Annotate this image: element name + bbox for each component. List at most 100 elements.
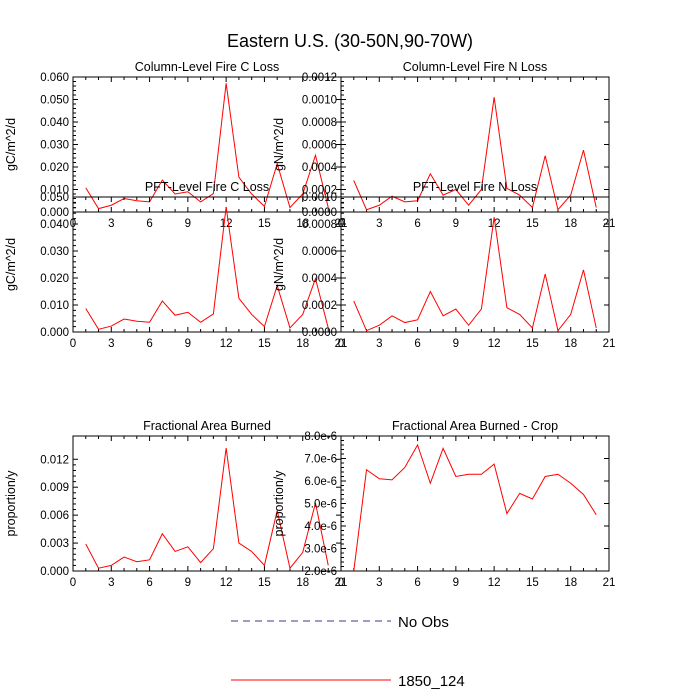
x-tick-label: 12 — [220, 218, 233, 230]
panel-title: Column-Level Fire C Loss — [135, 60, 280, 74]
y-tick-label: 2.0e-6 — [304, 566, 337, 578]
y-axis-label: proportion/y — [272, 470, 286, 537]
y-tick-label: 6.0e-6 — [304, 476, 337, 488]
y-tick-label: 0.0006 — [302, 140, 337, 152]
y-tick-label: 0.020 — [40, 273, 69, 285]
y-tick-label: 0.006 — [40, 510, 69, 522]
x-tick-label: 6 — [414, 218, 420, 230]
y-tick-label: 0.010 — [40, 185, 69, 197]
panel-title: Column-Level Fire N Loss — [403, 60, 548, 74]
x-tick-label: 3 — [376, 577, 382, 589]
x-tick-label: 0 — [338, 338, 344, 350]
panel-6: Fractional Area Burned - Crop proportion/… — [272, 419, 615, 589]
y-tick-label: 0.0004 — [302, 162, 338, 174]
x-tick-label: 9 — [453, 338, 459, 350]
series-line-1850_124 — [85, 206, 329, 330]
y-tick-label: 0.0008 — [302, 219, 337, 231]
x-tick-label: 3 — [376, 338, 382, 350]
x-tick-label: 18 — [564, 218, 577, 230]
panel-title: PFT-Level Fire C Loss — [145, 180, 269, 194]
panel-3: PFT-Level Fire C Loss gC/m^2/d 0 3 6 9 12 15 18 2… — [4, 180, 347, 350]
series-line-1850_124 — [85, 83, 329, 210]
panel-title: Fractional Area Burned - Crop — [392, 419, 558, 433]
x-tick-label: 18 — [296, 218, 309, 230]
y-tick-label: 0.0004 — [302, 273, 338, 285]
legend: No Obs 1850_124 — [231, 614, 465, 690]
y-axis-label: proportion/y — [4, 470, 18, 537]
panel-4: PFT-Level Fire N Loss gN/m^2/d 0 3 6 9 12 15 18 2… — [272, 180, 615, 350]
y-tick-label: 0.0002 — [302, 300, 337, 312]
y-tick-label: 0.000 — [40, 566, 69, 578]
y-tick-label: 0.000 — [40, 327, 69, 339]
y-tick-label: 0.050 — [40, 95, 69, 107]
y-tick-label: 0.0006 — [302, 246, 337, 258]
x-tick-label: 9 — [453, 218, 459, 230]
series-line-1850_124 — [353, 217, 597, 332]
y-tick-label: 0.000 — [40, 207, 69, 219]
x-tick-label: 3 — [108, 577, 114, 589]
x-tick-label: 21 — [335, 577, 348, 589]
x-tick-label: 12 — [488, 577, 501, 589]
x-tick-label: 18 — [296, 338, 309, 350]
plot-frame — [340, 196, 610, 333]
x-tick-label: 12 — [220, 577, 233, 589]
y-tick-label: 0.060 — [40, 72, 69, 84]
panel-title: PFT-Level Fire N Loss — [413, 180, 537, 194]
y-tick-label: 0.030 — [40, 246, 69, 258]
y-tick-label: 0.050 — [40, 192, 69, 204]
y-tick-label: 0.0000 — [302, 327, 337, 339]
plot-frame — [340, 435, 610, 572]
x-tick-label: 6 — [146, 577, 152, 589]
y-tick-label: 0.0010 — [302, 192, 337, 204]
plot-frame — [72, 435, 342, 572]
x-tick-label: 0 — [338, 577, 344, 589]
y-tick-label: 0.0008 — [302, 117, 337, 129]
x-tick-label: 6 — [146, 338, 152, 350]
x-tick-label: 9 — [185, 218, 191, 230]
legend-noobs-label: No Obs — [398, 614, 449, 631]
y-tick-label: 0.040 — [40, 117, 69, 129]
y-axis-label: gN/m^2/d — [272, 238, 286, 291]
y-tick-label: 7.0e-6 — [304, 454, 337, 466]
y-tick-label: 8.0e-6 — [304, 431, 337, 443]
y-tick-label: 0.010 — [40, 300, 69, 312]
x-tick-label: 12 — [488, 338, 501, 350]
x-tick-label: 15 — [526, 577, 539, 589]
y-axis-label: gC/m^2/d — [4, 118, 18, 171]
x-tick-label: 3 — [108, 338, 114, 350]
y-tick-label: 5.0e-6 — [304, 499, 337, 511]
x-tick-label: 6 — [414, 338, 420, 350]
x-tick-label: 0 — [70, 338, 76, 350]
x-tick-label: 15 — [526, 218, 539, 230]
y-tick-label: 0.030 — [40, 140, 69, 152]
x-tick-label: 15 — [526, 338, 539, 350]
y-tick-label: 4.0e-6 — [304, 521, 337, 533]
x-tick-label: 0 — [70, 577, 76, 589]
x-tick-label: 15 — [258, 338, 271, 350]
x-tick-label: 15 — [258, 218, 271, 230]
y-tick-label: 0.0002 — [302, 185, 337, 197]
x-tick-label: 6 — [146, 218, 152, 230]
y-axis-label: gC/m^2/d — [4, 238, 18, 291]
y-tick-label: 3.0e-6 — [304, 544, 337, 556]
y-tick-label: 0.0010 — [302, 95, 337, 107]
x-tick-label: 3 — [376, 218, 382, 230]
y-tick-label: 0.009 — [40, 482, 69, 494]
x-tick-label: 18 — [296, 577, 309, 589]
x-tick-label: 9 — [453, 577, 459, 589]
x-tick-label: 9 — [185, 338, 191, 350]
panels: Column-Level Fire C Loss gC/m^2/d 0 3 6 9 12 15… — [4, 60, 615, 589]
y-tick-label: 0.003 — [40, 538, 69, 550]
x-tick-label: 6 — [414, 577, 420, 589]
x-tick-label: 18 — [564, 577, 577, 589]
y-tick-label: 0.020 — [40, 162, 69, 174]
y-tick-label: 0.0012 — [302, 72, 337, 84]
x-tick-label: 12 — [488, 218, 501, 230]
x-tick-label: 15 — [258, 577, 271, 589]
legend-series-label: 1850_124 — [398, 673, 465, 690]
panel-5: Fractional Area Burned proportion/y 0 3 6 9 12… — [4, 419, 347, 589]
x-tick-label: 21 — [603, 577, 616, 589]
y-tick-label: 0.012 — [40, 454, 69, 466]
